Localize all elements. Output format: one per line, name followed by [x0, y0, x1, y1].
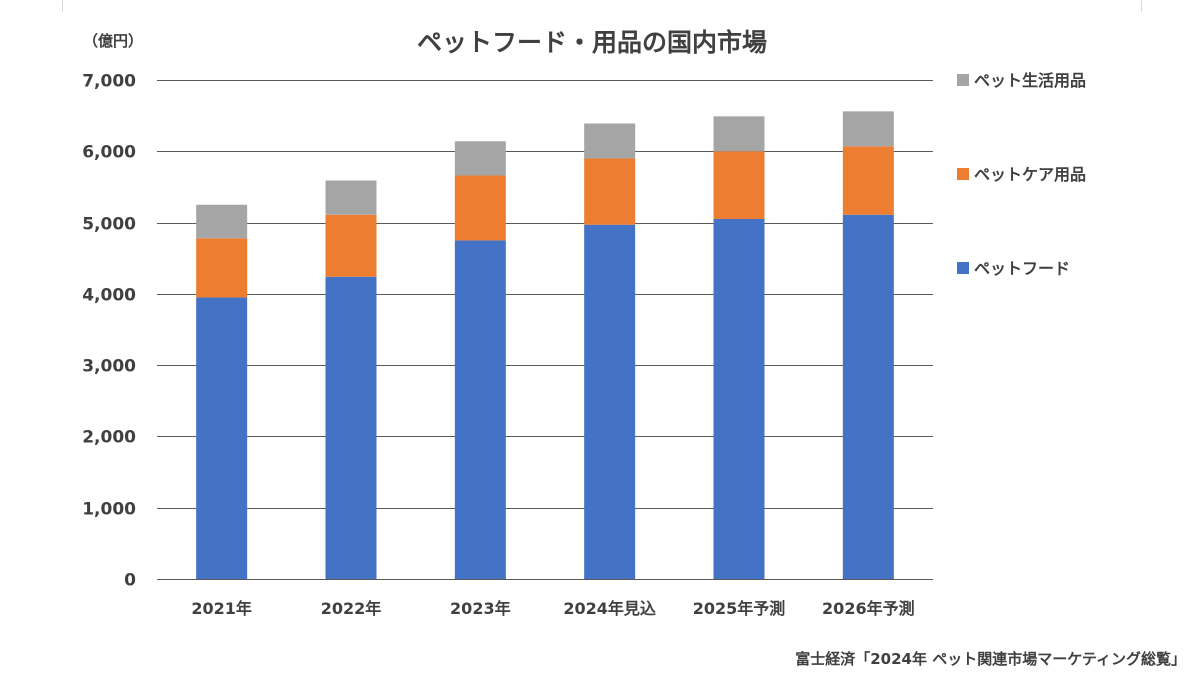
bar-segment [713, 116, 765, 152]
y-tick-label: 6,000 [82, 143, 136, 163]
x-tick-label: 2025年予測 [693, 599, 786, 618]
legend-label: ペットケア用品 [974, 165, 1086, 184]
legend-label: ペット生活用品 [974, 71, 1086, 90]
x-tick-label: 2021年 [191, 599, 252, 618]
legend-swatch [957, 74, 969, 86]
bar-segment [196, 204, 248, 239]
chart-title: ペットフード・用品の国内市場 [417, 28, 767, 57]
y-tick-label: 1,000 [82, 500, 136, 520]
y-tick-label: 3,000 [82, 357, 136, 377]
x-tick-label: 2023年 [450, 599, 511, 618]
bar-segment [454, 175, 506, 241]
bar-segment [842, 214, 894, 580]
bar-segment [454, 141, 506, 176]
y-unit-label: （億円） [83, 32, 143, 50]
bar-segment [584, 123, 636, 159]
x-tick-label: 2022年 [321, 599, 382, 618]
frame-edge-right [1141, 0, 1142, 12]
bar-segment [325, 180, 377, 215]
gridlines [157, 80, 933, 580]
legend-swatch [957, 168, 969, 180]
bar-segment [842, 111, 894, 147]
y-tick-label: 7,000 [82, 72, 136, 92]
bar-segment [713, 219, 765, 579]
y-tick-label: 5,000 [82, 215, 136, 235]
y-tick-label: 0 [124, 571, 136, 591]
legend-swatch [957, 262, 969, 274]
bar-segment [713, 151, 765, 220]
source-note: 富士経済「2024年 ペット関連市場マーケティング総覧」 [795, 650, 1186, 668]
bar-segment [196, 297, 248, 579]
bar-segment [325, 276, 377, 579]
bar-segment [325, 214, 377, 277]
y-axis-ticks: 0 1,000 2,000 3,000 4,000 5,000 6,000 7,000 [82, 72, 136, 591]
x-axis-ticks: 2021年 2022年 2023年 2024年見込 2025年予測 2026年予測 [191, 599, 914, 618]
bar-segment [842, 146, 894, 215]
bar-segment [196, 238, 248, 298]
legend-label: ペットフード [974, 259, 1070, 278]
bars [196, 111, 894, 580]
y-tick-label: 2,000 [82, 428, 136, 448]
y-tick-label: 4,000 [82, 286, 136, 306]
bar-segment [454, 240, 506, 579]
bar-segment [584, 158, 636, 225]
bar-segment [584, 224, 636, 579]
x-tick-label: 2026年予測 [822, 599, 915, 618]
x-tick-label: 2024年見込 [563, 599, 656, 618]
frame-edge-left [62, 0, 63, 12]
